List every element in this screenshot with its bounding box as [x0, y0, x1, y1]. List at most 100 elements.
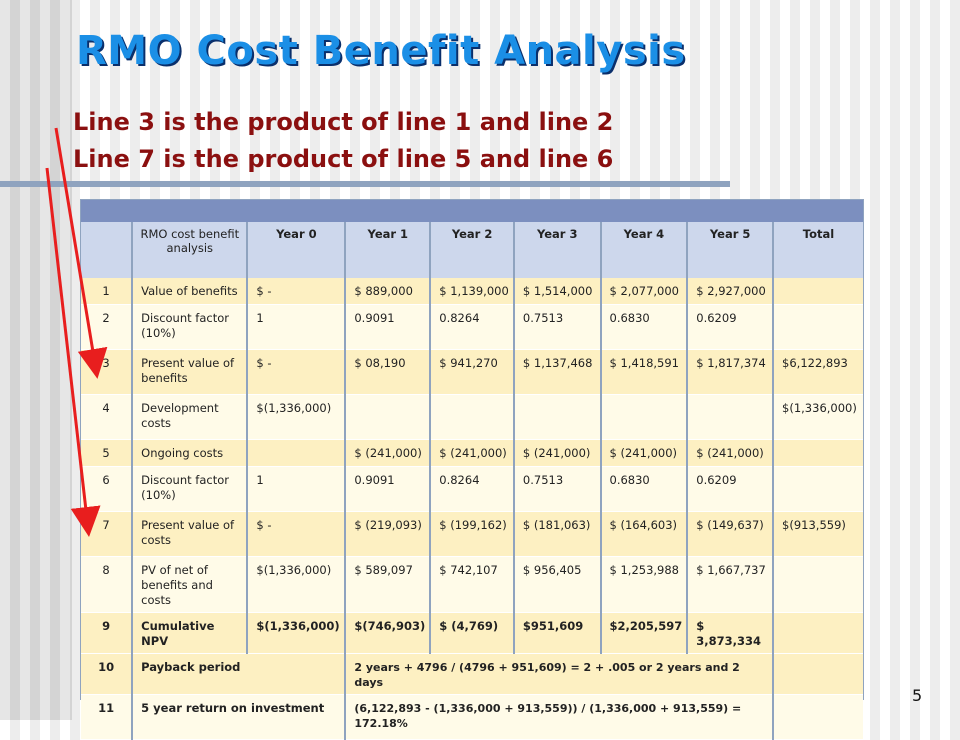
- table-cell: [344, 394, 431, 440]
- subtitle-line-2: Line 7 is the product of line 5 and line…: [73, 145, 614, 173]
- table-cell: $ (241,000): [429, 439, 514, 467]
- row-label: Development costs: [131, 394, 248, 440]
- table-cell: $ (241,000): [599, 439, 688, 467]
- table-cell: $ 1,253,988: [599, 556, 688, 613]
- table-cell: 0.7513: [512, 304, 601, 350]
- table-cell: [772, 556, 863, 613]
- row-number: 8: [81, 556, 133, 613]
- table-cell: [599, 394, 688, 440]
- table-row: 6 Discount factor (10%) 1 0.9091 0.8264 0.751…: [81, 466, 863, 512]
- table-row: 1 Value of benefits $ - $ 889,000 $ 1,139,00…: [81, 278, 863, 305]
- cost-benefit-table: RMO cost benefit analysis Year 0 Year 1 …: [80, 199, 864, 740]
- table-cell: $ 1,817,374: [686, 349, 774, 395]
- header-cell: Year 1: [344, 222, 431, 278]
- table-row: 5 Ongoing costs $ (241,000) $ (241,000) $ (2…: [81, 439, 863, 467]
- table-cell: $(1,336,000): [246, 394, 346, 440]
- table-cell: $ 889,000: [344, 278, 431, 305]
- table-cell: [772, 466, 863, 512]
- annotation-arrows: [45, 127, 108, 537]
- table-cell: $(1,336,000): [772, 394, 863, 440]
- table-cell: 0.9091: [344, 304, 431, 350]
- table-cell: 1: [246, 304, 346, 350]
- table-cell: 0.7513: [512, 466, 601, 512]
- table-cell: 0.9091: [344, 466, 431, 512]
- table-cell: $ 956,405: [512, 556, 601, 613]
- table-cell: $6,122,893: [772, 349, 863, 395]
- background-band: [0, 0, 72, 720]
- header-cell: Total: [772, 222, 863, 278]
- header-cell: Year 4: [599, 222, 688, 278]
- page-number: 5: [912, 686, 923, 705]
- payback-row: 10 Payback period 2 years + 4796 / (4796 +…: [81, 653, 863, 695]
- table-row: 2 Discount factor (10%) 1 0.9091 0.8264 0.751…: [81, 304, 863, 350]
- header-cell: Year 5: [686, 222, 774, 278]
- table-row: 3 Present value of benefits $ - $ 08,190 $ 9…: [81, 349, 863, 395]
- row-label: Present value of costs: [131, 511, 248, 557]
- table-cell: $ 742,107: [429, 556, 514, 613]
- table-cell: $ (149,637): [686, 511, 774, 557]
- row-label: Cumulative NPV: [131, 612, 248, 654]
- subtitle-line-1: Line 3 is the product of line 1 and line…: [73, 108, 614, 136]
- table-cell: $ 1,667,737: [686, 556, 774, 613]
- table-cell: $ (241,000): [344, 439, 431, 467]
- table-cell: $ 1,139,000: [429, 278, 514, 305]
- row-number: 4: [81, 394, 133, 440]
- row-label: Present value of benefits: [131, 349, 248, 395]
- table-cell: 0.6209: [686, 304, 774, 350]
- table-row: 7 Present value of costs $ - $ (219,093) $ (…: [81, 511, 863, 557]
- row-number: 1: [81, 278, 133, 305]
- table-cell: $ (164,603): [599, 511, 688, 557]
- table-cell: $ 08,190: [344, 349, 431, 395]
- table-cell: $(1,336,000): [246, 612, 346, 654]
- table-cell: $ (181,063): [512, 511, 601, 557]
- row-number: 9: [81, 612, 133, 654]
- table-cell: [246, 439, 346, 467]
- table-cell: [772, 653, 863, 695]
- table-cell: $ (199,162): [429, 511, 514, 557]
- table-cell: [686, 394, 774, 440]
- row-label: Value of benefits: [131, 278, 248, 305]
- divider-rule: [0, 181, 730, 187]
- table-row: 8 PV of net of benefits and costs $(1,336,…: [81, 556, 863, 613]
- row-number: 6: [81, 466, 133, 512]
- table-cell: $ 2,077,000: [599, 278, 688, 305]
- table-cell: $ (219,093): [344, 511, 431, 557]
- table-cell: $ 1,418,591: [599, 349, 688, 395]
- slide-title: RMO Cost Benefit Analysis: [76, 28, 686, 74]
- header-cell: [81, 222, 133, 278]
- table-cell: [772, 304, 863, 350]
- table-cell: $ 1,137,468: [512, 349, 601, 395]
- table-cell: $ 2,927,000: [686, 278, 774, 305]
- row-label: PV of net of benefits and costs: [131, 556, 248, 613]
- table-cell: $ (4,769): [429, 612, 514, 654]
- table-cell: 0.6830: [599, 466, 688, 512]
- table-cell: 0.6830: [599, 304, 688, 350]
- row-label: Discount factor (10%): [131, 304, 248, 350]
- table-cell: [772, 278, 863, 305]
- table-cell: $ -: [246, 278, 346, 305]
- header-cell: Year 0: [246, 222, 346, 278]
- table-header-row: RMO cost benefit analysis Year 0 Year 1 …: [81, 222, 863, 278]
- table-cell: 0.8264: [429, 304, 514, 350]
- row-number: 10: [81, 653, 133, 695]
- table-cell: [772, 612, 863, 654]
- table-cell: $ 3,873,334: [686, 612, 774, 654]
- table-cell: [772, 439, 863, 467]
- table-cell: $2,205,597: [599, 612, 688, 654]
- table-row: 4 Development costs $(1,336,000) $(1,336,00…: [81, 394, 863, 440]
- table-cell: $ (241,000): [686, 439, 774, 467]
- table-cell: $ -: [246, 349, 346, 395]
- row-label: Ongoing costs: [131, 439, 248, 467]
- table-cell: $ -: [246, 511, 346, 557]
- table-cell: 0.8264: [429, 466, 514, 512]
- row-label: Discount factor (10%): [131, 466, 248, 512]
- table-cell: $ 1,514,000: [512, 278, 601, 305]
- table-cell: 0.6209: [686, 466, 774, 512]
- table-top-bar: [81, 200, 863, 222]
- table-row: 9 Cumulative NPV $(1,336,000) $(746,903) $ (…: [81, 612, 863, 654]
- table-cell: [512, 394, 601, 440]
- arrow-to-line-3: [54, 127, 108, 379]
- table-cell: $ 941,270: [429, 349, 514, 395]
- table-cell: 1: [246, 466, 346, 512]
- header-cell: Year 2: [429, 222, 514, 278]
